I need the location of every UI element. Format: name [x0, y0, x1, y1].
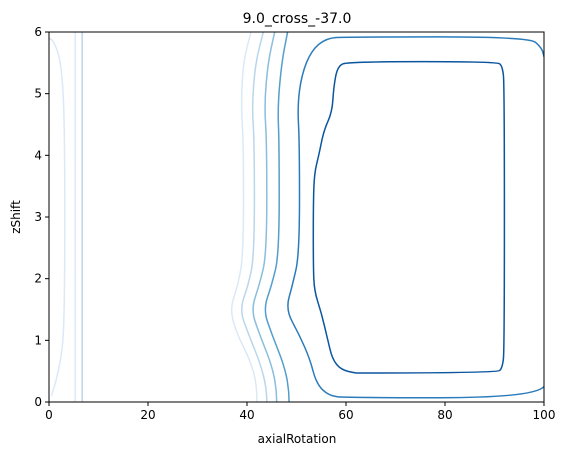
contour-line-level-4-0	[264, 32, 290, 402]
contour-line-level-5-0	[287, 36, 544, 399]
plot-area-frame	[48, 31, 545, 403]
y-tick-label: 0	[34, 395, 42, 409]
x-axis-label: axialRotation	[258, 432, 337, 446]
x-tick-label: 0	[45, 408, 53, 422]
y-tick-label: 5	[34, 87, 42, 101]
x-tick-label: 20	[140, 408, 155, 422]
contour-line-level-2-1	[241, 32, 268, 402]
x-tick-label: 60	[338, 408, 353, 422]
x-axis: 0 20 40 60 80 100	[45, 402, 555, 422]
x-tick-label: 40	[239, 408, 254, 422]
y-axis-label: zShift	[9, 200, 23, 234]
y-tick-label: 3	[34, 210, 42, 224]
y-axis: 0 1 2 3 4 5 6	[34, 25, 49, 409]
contour-line-level-1-2	[230, 32, 258, 402]
y-tick-label: 4	[34, 148, 42, 162]
x-tick-label: 100	[533, 408, 556, 422]
x-tick-label: 80	[437, 408, 452, 422]
contour-line-level-1-0	[49, 37, 66, 397]
y-tick-label: 2	[34, 272, 42, 286]
contour-line-level-3-0	[252, 32, 278, 402]
contour-lines	[49, 32, 544, 402]
y-tick-label: 6	[34, 25, 42, 39]
contour-line-level-6-0	[312, 60, 506, 374]
chart-title: 9.0_cross_-37.0	[243, 11, 352, 27]
y-tick-label: 1	[34, 333, 42, 347]
